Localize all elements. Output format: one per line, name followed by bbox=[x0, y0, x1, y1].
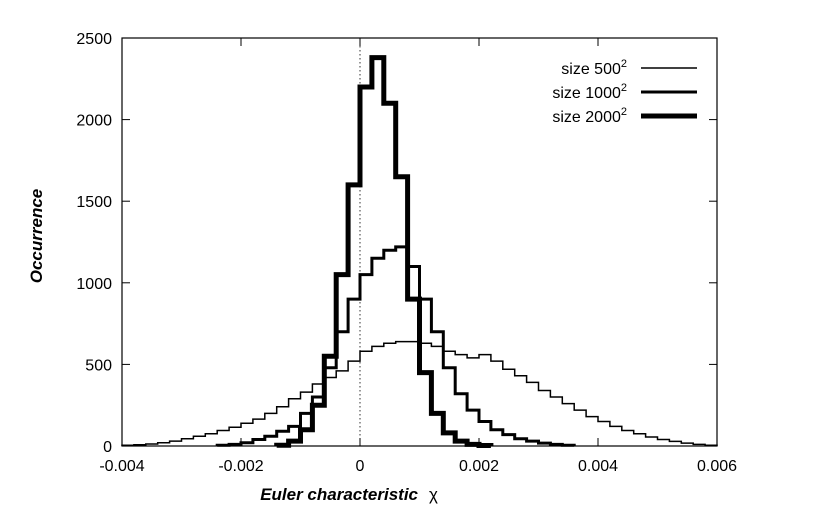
y-tick-label: 1000 bbox=[76, 276, 112, 293]
legend-entry-superscript: 2 bbox=[621, 106, 627, 118]
x-tick-label: 0.004 bbox=[578, 458, 618, 475]
x-axis-title: Euler characteristic bbox=[260, 485, 418, 504]
y-tick-label: 2000 bbox=[76, 113, 112, 130]
x-tick-label: 0.002 bbox=[459, 458, 499, 475]
legend-entry-superscript: 2 bbox=[621, 58, 627, 70]
y-tick-label: 1500 bbox=[76, 194, 112, 211]
legend-entry-label: size 5002 bbox=[561, 58, 627, 78]
legend-entry-superscript: 2 bbox=[621, 82, 627, 94]
plot-border bbox=[121, 37, 718, 447]
series-line-2 bbox=[215, 245, 576, 447]
x-axis-ticks: -0.004 -0.002 0 0.002 0.004 0.006 bbox=[99, 38, 737, 475]
y-tick-label: 0 bbox=[103, 439, 112, 456]
x-tick-label: 0 bbox=[356, 458, 365, 475]
x-axis-title-symbol: χ bbox=[429, 485, 438, 504]
y-tick-label: 500 bbox=[85, 357, 112, 374]
legend: size 5002 size 10002 size 20002 bbox=[552, 58, 697, 126]
x-tick-label: 0.006 bbox=[697, 458, 737, 475]
x-tick-label: -0.004 bbox=[99, 458, 144, 475]
plot-frame bbox=[121, 37, 718, 447]
y-tick-label: 2500 bbox=[76, 31, 112, 48]
series-line-3 bbox=[274, 55, 494, 448]
legend-entry-label: size 20002 bbox=[552, 106, 627, 126]
x-tick-label: -0.002 bbox=[218, 458, 263, 475]
legend-entry-label: size 10002 bbox=[552, 82, 627, 102]
series-layer bbox=[121, 55, 718, 448]
y-axis-title: Occurrence bbox=[27, 189, 46, 284]
y-axis-ticks: 0 500 1000 1500 2000 2500 bbox=[76, 31, 717, 456]
